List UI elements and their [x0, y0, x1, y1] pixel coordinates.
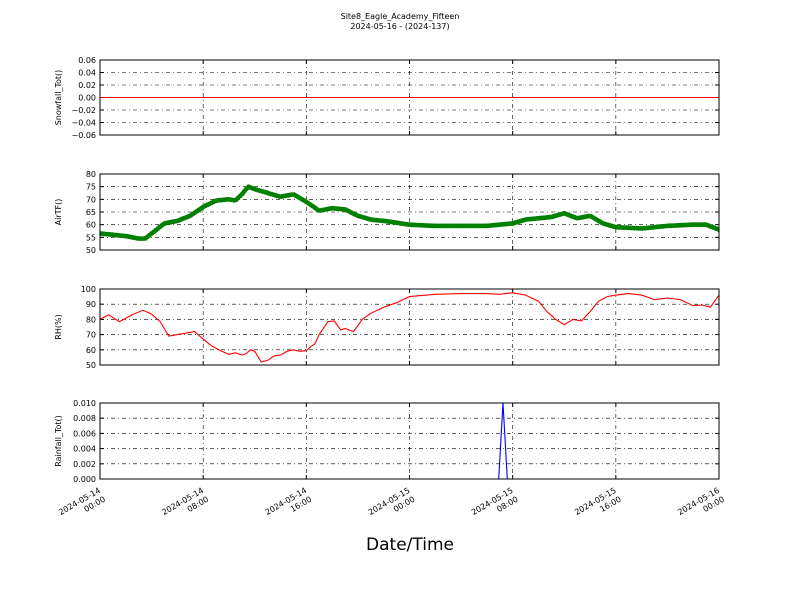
panel-1: −0.06 −0.04 −0.02 0.00 0.02 0.04 0.06 Snowfall_…	[54, 56, 720, 140]
y-tick-label: 80	[86, 170, 96, 179]
y-tick-label: 80	[86, 315, 96, 324]
figure-subtitle: 2024-05-16 - (2024-137)	[350, 22, 449, 31]
y-tick-label: 0.002	[73, 460, 96, 469]
y-tick-label: 0.004	[73, 445, 96, 454]
axes-frame	[99, 402, 720, 480]
y-tick-label: 0.00	[78, 94, 96, 103]
y-tick-label: 60	[86, 221, 96, 230]
y-tick-label: 70	[86, 331, 96, 340]
y-tick-label: −0.02	[71, 106, 96, 115]
y-tick-label: 100	[81, 285, 96, 294]
y-tick-label: 55	[86, 233, 96, 242]
series-markers	[100, 184, 719, 242]
x-tick-label: 2024-05-1516:00	[573, 486, 623, 526]
x-axis-label: Date/Time	[366, 535, 454, 555]
axes-frame	[99, 59, 720, 136]
y-tick-label: 0.02	[78, 81, 96, 90]
figure-title: Site8_Eagle_Academy_Fifteen	[341, 12, 460, 21]
y-tick-label: 65	[86, 208, 96, 217]
panel-4: 0.000 0.002 0.004 0.006 0.008 0.010 Rainfall_T…	[54, 399, 720, 484]
panel-3: 50 60 70 80 90 100 RH(%)	[54, 285, 720, 370]
x-tick-label: 2024-05-1500:00	[367, 486, 417, 526]
data-point	[716, 227, 719, 233]
x-tick-labels: 2024-05-1400:00 2024-05-1408:00 2024-05-14…	[57, 486, 726, 526]
y-axis-label: AirTF()	[54, 199, 63, 226]
y-axis-label: Snowfall_Tot()	[54, 70, 63, 126]
y-tick-label: 60	[86, 346, 96, 355]
y-tick-label: 0.010	[73, 399, 96, 408]
y-tick-label: −0.04	[71, 119, 96, 128]
axes-frame	[99, 173, 720, 251]
y-tick-label: 0.000	[73, 475, 96, 484]
y-tick-label: 0.008	[73, 414, 96, 423]
y-tick-label: 75	[86, 183, 96, 192]
y-axis-label: RH(%)	[54, 314, 63, 339]
y-tick-label: −0.06	[71, 131, 96, 140]
x-tick-label: 2024-05-1400:00	[57, 486, 107, 526]
y-tick-label: 50	[86, 361, 96, 370]
series-line	[100, 292, 719, 363]
x-tick-label: 2024-05-1416:00	[264, 486, 314, 526]
axes-frame	[99, 288, 720, 366]
y-tick-label: 0.04	[78, 69, 96, 78]
x-tick-label: 2024-05-1600:00	[676, 486, 726, 526]
y-tick-label: 0.006	[73, 429, 96, 438]
panels: −0.06 −0.04 −0.02 0.00 0.02 0.04 0.06 Snowfall_…	[54, 56, 720, 484]
panel-2: 50 55 60 65 70 75 80 AirTF()	[54, 170, 720, 255]
y-tick-label: 70	[86, 195, 96, 204]
y-tick-label: 0.06	[78, 56, 96, 65]
x-tick-label: 2024-05-1508:00	[470, 486, 520, 526]
y-axis-label: Rainfall_Tot()	[54, 415, 63, 467]
x-tick-label: 2024-05-1408:00	[160, 486, 210, 526]
y-tick-label: 90	[86, 300, 96, 309]
y-tick-label: 50	[86, 246, 96, 255]
